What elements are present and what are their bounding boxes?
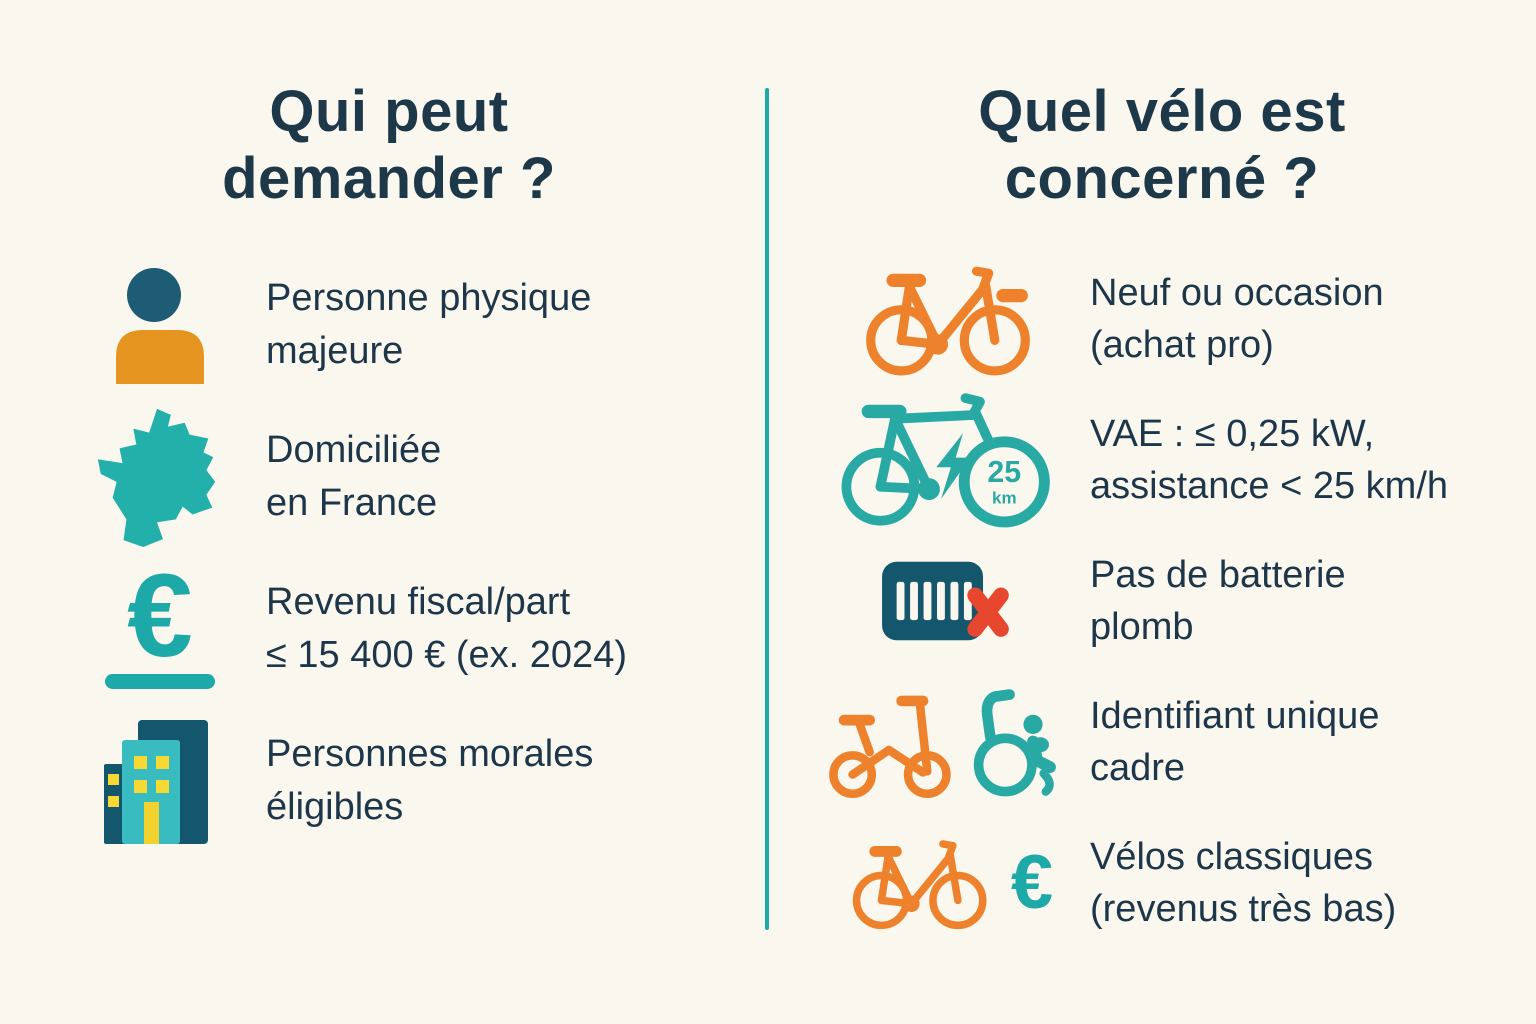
item-line: Vélos classiques [1090,835,1374,878]
list-item-identifiant-cadre: Identifiant unique cadre [812,672,1512,813]
buildings-icon-svg [104,719,208,844]
red-x-icon [967,587,1009,637]
item-line: Revenu fiscal/part [266,581,571,624]
item-line: ≤ 15 400 € (ex. 2024) [266,633,627,676]
euro-symbol: € [105,549,215,690]
bike-icon-svg [866,266,1030,376]
column-divider [765,88,769,930]
france-map-icon [64,403,256,551]
right-title: Quel vélo est concerné ? [812,78,1512,213]
item-line: (revenus très bas) [1090,888,1397,931]
item-text: Domiciliée en France [266,424,441,529]
item-line: (achat pro) [1090,324,1274,367]
list-item-domiciliee-france: Domiciliée en France [64,401,714,553]
right-title-line-2: concerné ? [1004,146,1320,212]
bike-euro-icon: € [812,834,1080,932]
right-column: Quel vélo est concerné ? [812,78,1512,954]
list-item-revenu-fiscal: € Revenu fiscal/part ≤ 15 400 € (ex. 202… [64,553,714,705]
france-map-icon-svg [97,408,216,547]
euro-glyph: € [127,549,193,682]
wheelchair-icon-svg [973,689,1056,797]
item-text: Identifiant unique cadre [1090,690,1379,795]
item-line: Personne physique [266,277,592,320]
electric-bike-icon: 25 km [812,392,1080,528]
bike-icon [812,259,1080,379]
item-line: Domiciliée [266,429,442,472]
list-item-personne-physique: Personne physique majeure [64,249,714,401]
item-line: plomb [1090,606,1194,649]
list-item-neuf-occasion: Neuf ou occasion (achat pro) [812,249,1512,390]
speed-badge-value: 25 [987,456,1021,489]
item-text: Pas de batterie plomb [1090,549,1346,654]
list-item-vae: 25 km VAE : ≤ 0,25 kW, assistance < 25 k… [812,390,1512,531]
battery-crossed-icon-svg [882,561,1009,641]
euro-icon: € [64,549,256,690]
right-title-line-1: Quel vélo est [978,79,1346,144]
item-text: Personne physique majeure [266,272,591,377]
item-line: Pas de batterie [1090,553,1346,596]
left-title-line-1: Qui peut [269,79,509,144]
folding-bike-wheelchair-icon [812,686,1080,799]
item-text: VAE : ≤ 0,25 kW, assistance < 25 km/h [1090,408,1448,513]
item-line: Personnes morales [266,733,594,776]
left-title: Qui peut demander ? [64,78,714,213]
item-text: Personnes morales éligibles [266,728,593,833]
item-line: cadre [1090,747,1186,790]
folding-bike-icon-svg [829,695,951,799]
item-text: Revenu fiscal/part ≤ 15 400 € (ex. 2024) [266,576,627,681]
person-icon-svg [116,267,204,384]
buildings-icon [64,718,256,844]
euro-underline-bar [105,674,215,690]
person-icon [64,266,256,384]
left-column: Qui peut demander ? Personne physique ma… [64,78,714,857]
item-line: Identifiant unique [1090,694,1380,737]
list-item-batterie-plomb: Pas de batterie plomb [812,531,1512,672]
classic-bike-icon-svg [852,840,987,930]
item-line: éligibles [266,785,404,828]
speed-badge-unit: km [992,489,1017,508]
item-line: en France [266,481,438,524]
list-item-velos-classiques: € Vélos classiques (revenus très bas) [812,813,1512,954]
battery-crossed-icon [812,555,1080,647]
list-item-personnes-morales: Personnes morales éligibles [64,705,714,857]
item-line: assistance < 25 km/h [1090,465,1449,508]
item-line: majeure [266,329,404,372]
item-line: VAE : ≤ 0,25 kW, [1090,412,1375,455]
item-text: Neuf ou occasion (achat pro) [1090,267,1384,372]
euro-symbol: € [1010,840,1054,926]
electric-bike-icon-svg: 25 km [841,393,1050,528]
left-title-line-2: demander ? [222,146,556,212]
item-text: Vélos classiques (revenus très bas) [1090,831,1396,936]
item-line: Neuf ou occasion [1090,271,1384,314]
